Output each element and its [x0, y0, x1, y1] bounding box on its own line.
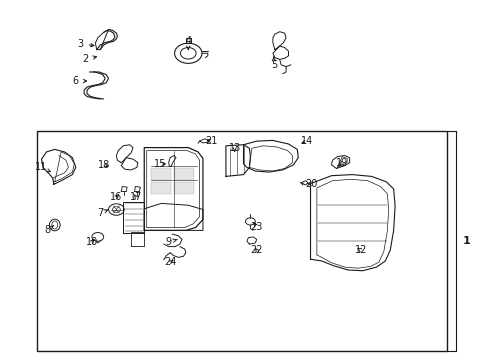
Text: 15: 15: [154, 159, 166, 169]
Text: 7: 7: [97, 208, 107, 218]
Text: 1: 1: [462, 236, 470, 246]
Text: 6: 6: [73, 76, 86, 86]
Text: 19: 19: [335, 158, 348, 168]
Text: 8: 8: [44, 225, 53, 235]
Text: 13: 13: [228, 143, 241, 153]
Text: 24: 24: [163, 257, 176, 267]
Text: 16: 16: [110, 192, 122, 202]
Text: 12: 12: [354, 245, 366, 255]
Bar: [173, 168, 194, 180]
Text: 4: 4: [185, 36, 191, 50]
Text: 20: 20: [305, 179, 317, 189]
Text: 11: 11: [34, 162, 50, 172]
Text: 21: 21: [204, 136, 217, 146]
Text: 5: 5: [270, 57, 276, 70]
Bar: [150, 182, 171, 194]
Bar: [173, 182, 194, 194]
Text: 14: 14: [300, 136, 313, 146]
Bar: [150, 168, 171, 180]
Text: 17: 17: [129, 192, 142, 202]
Text: 18: 18: [97, 160, 110, 170]
Text: 10: 10: [85, 237, 98, 247]
Text: 23: 23: [250, 222, 263, 232]
Text: 2: 2: [82, 54, 96, 64]
Bar: [37, 131, 447, 351]
Text: 9: 9: [165, 237, 177, 247]
Text: 22: 22: [250, 245, 263, 255]
Text: 3: 3: [78, 39, 94, 49]
